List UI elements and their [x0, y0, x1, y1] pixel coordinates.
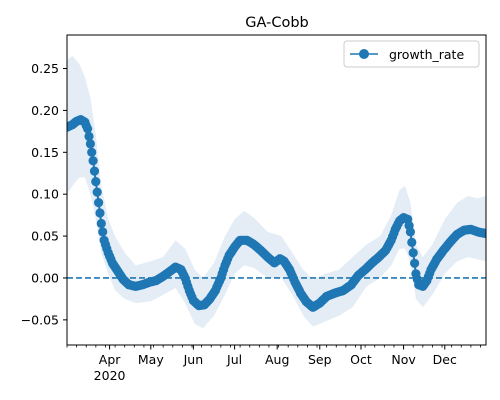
legend: growth_rate [343, 40, 480, 68]
x-tick-sublabel: 2020 [94, 368, 126, 383]
legend-frame [343, 40, 480, 68]
legend-series-label: growth_rate [389, 47, 464, 62]
axes-frame [66, 34, 487, 346]
data-point [84, 131, 94, 141]
data-point [91, 177, 101, 187]
plot-area [67, 55, 486, 329]
x-tick-label: Jun [183, 352, 204, 367]
y-tick-label: 0.25 [31, 61, 59, 76]
plot-contents [67, 55, 486, 329]
data-point [481, 229, 486, 239]
legend-series-marker [359, 49, 369, 59]
y-tick-label: 0.20 [31, 103, 59, 118]
data-point [405, 227, 415, 237]
chart-title: GA-Cobb [245, 15, 308, 31]
data-point [92, 187, 102, 197]
data-point [410, 258, 420, 268]
data-point [83, 124, 93, 134]
data-point [98, 227, 108, 237]
x-tick-label: Dec [433, 352, 457, 367]
data-point [95, 208, 105, 218]
y-tick-label: 0.15 [31, 145, 59, 160]
y-tick-label: 0.05 [31, 229, 59, 244]
data-point [88, 156, 98, 166]
data-point [407, 237, 417, 247]
x-tick-label: Jul [226, 352, 242, 367]
x-tick-label: May [138, 352, 164, 367]
data-point [89, 166, 100, 176]
x-tick-label: Apr [99, 352, 121, 367]
y-tick-label: 0.10 [31, 187, 59, 202]
data-point [87, 147, 97, 157]
data-point [94, 198, 104, 208]
x-tick-label: Sep [308, 352, 332, 367]
data-point [85, 139, 95, 149]
x-tick-label: Nov [391, 352, 416, 367]
x-tick-label: Aug [265, 352, 289, 367]
y-tick-label: −0.05 [21, 312, 59, 327]
x-tick-label: Oct [350, 352, 372, 367]
data-point [96, 218, 106, 229]
data-point [408, 248, 418, 258]
y-tick-label: 0.00 [31, 270, 59, 285]
